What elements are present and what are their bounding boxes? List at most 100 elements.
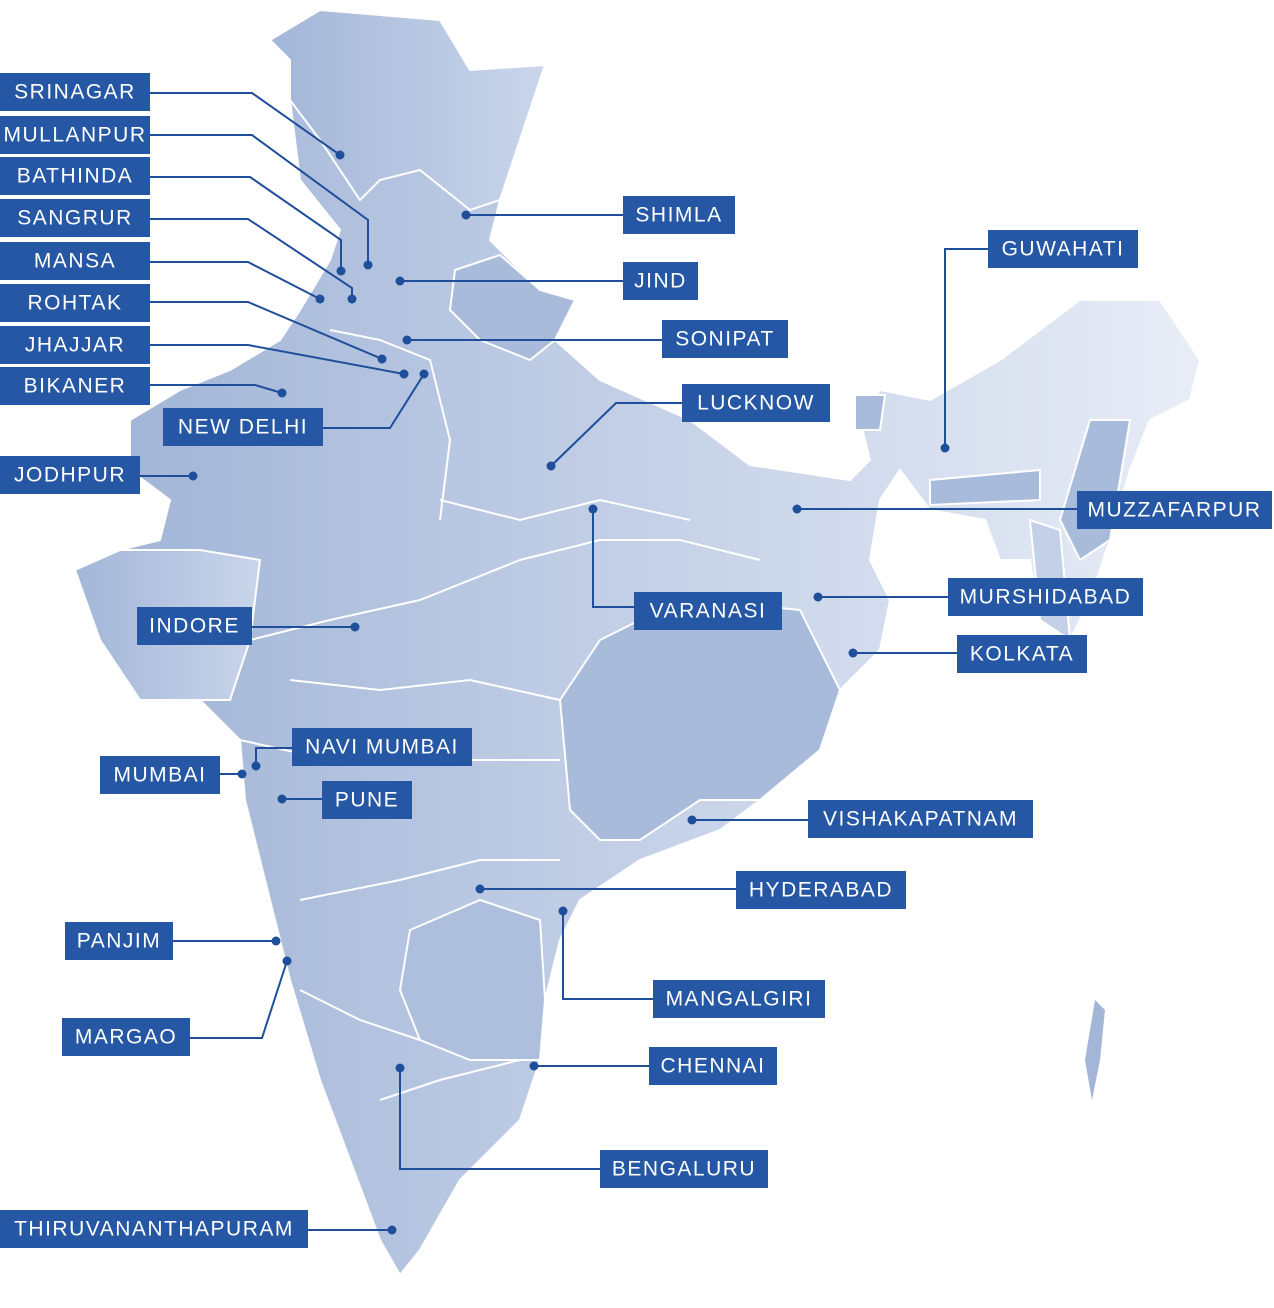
leader-line bbox=[150, 218, 353, 299]
city-label: SHIMLA bbox=[635, 204, 722, 227]
leader-line bbox=[150, 301, 383, 360]
city-dot bbox=[395, 276, 405, 286]
city-marker: BIKANER bbox=[0, 367, 287, 405]
city-label: PUNE bbox=[335, 789, 399, 812]
label-box bbox=[623, 262, 698, 300]
country-shape bbox=[73, 8, 1202, 1277]
city-label: MARGAO bbox=[75, 1026, 177, 1049]
leader-line bbox=[399, 1068, 600, 1170]
label-box bbox=[0, 367, 150, 405]
label-box bbox=[1077, 491, 1272, 529]
city-label: MANGALGIRI bbox=[666, 988, 813, 1011]
city-label: JODHPUR bbox=[14, 464, 126, 487]
city-dot bbox=[282, 956, 292, 966]
city-dot bbox=[687, 815, 697, 825]
city-dot bbox=[251, 761, 261, 771]
city-label: VISHAKAPATNAM bbox=[823, 808, 1018, 831]
city-label: JIND bbox=[634, 270, 687, 293]
label-box bbox=[988, 230, 1138, 268]
leader-line bbox=[562, 911, 653, 1000]
city-marker: BENGALURU bbox=[395, 1063, 768, 1188]
city-dot bbox=[237, 769, 247, 779]
city-label: NEW DELHI bbox=[178, 416, 308, 439]
leader-line bbox=[190, 960, 288, 1039]
city-marker: VARANASI bbox=[588, 504, 782, 630]
label-box bbox=[0, 456, 140, 494]
city-dot bbox=[399, 369, 409, 379]
city-label: MULLANPUR bbox=[3, 124, 146, 147]
city-dot bbox=[813, 592, 823, 602]
city-label: MUZZAFARPUR bbox=[1088, 499, 1262, 522]
city-marker: GUWAHATI bbox=[940, 230, 1138, 453]
city-label: SONIPAT bbox=[675, 328, 775, 351]
city-marker: SONIPAT bbox=[402, 320, 788, 358]
city-dot bbox=[529, 1061, 539, 1071]
city-marker: NAVI MUMBAI bbox=[251, 728, 472, 771]
city-dot bbox=[350, 622, 360, 632]
label-box bbox=[649, 1047, 777, 1085]
city-marker: MANGALGIRI bbox=[558, 906, 825, 1018]
label-box bbox=[808, 800, 1033, 838]
city-label: BENGALURU bbox=[612, 1158, 756, 1181]
city-dot bbox=[336, 266, 346, 276]
label-box bbox=[0, 73, 150, 111]
city-marker: SANGRUR bbox=[0, 199, 357, 304]
label-box bbox=[65, 922, 173, 960]
city-dot bbox=[363, 260, 373, 270]
city-marker: THIRUVANANTHAPURAM bbox=[0, 1210, 397, 1248]
leader-line bbox=[255, 747, 292, 766]
label-box bbox=[0, 116, 150, 154]
city-label: VARANASI bbox=[650, 600, 767, 623]
city-label: LUCKNOW bbox=[697, 392, 815, 415]
city-label: NAVI MUMBAI bbox=[305, 736, 459, 759]
city-marker: CHENNAI bbox=[529, 1047, 777, 1085]
city-marker: JHAJJAR bbox=[0, 326, 409, 379]
leader-line bbox=[150, 384, 283, 394]
city-dot bbox=[792, 504, 802, 514]
leader-line bbox=[550, 402, 682, 467]
city-marker: JIND bbox=[395, 262, 698, 300]
city-marker: VISHAKAPATNAM bbox=[687, 800, 1033, 838]
label-box bbox=[137, 607, 252, 645]
city-marker: SRINAGAR bbox=[0, 73, 345, 160]
label-box bbox=[0, 284, 150, 322]
city-marker: LUCKNOW bbox=[546, 384, 830, 471]
label-box bbox=[634, 592, 782, 630]
leader-line bbox=[150, 134, 369, 265]
city-marker: HYDERABAD bbox=[475, 871, 906, 909]
label-box bbox=[682, 384, 830, 422]
city-dot bbox=[347, 294, 357, 304]
label-box bbox=[0, 157, 150, 195]
city-marker: MUMBAI bbox=[100, 756, 247, 794]
city-dot bbox=[188, 471, 198, 481]
city-label: BATHINDA bbox=[17, 165, 134, 188]
label-box bbox=[600, 1150, 768, 1188]
city-label: SANGRUR bbox=[17, 207, 133, 230]
city-label: INDORE bbox=[149, 615, 240, 638]
city-marker: NEW DELHI bbox=[163, 369, 429, 446]
leader-line bbox=[150, 92, 341, 156]
city-dot bbox=[475, 884, 485, 894]
label-box bbox=[736, 871, 906, 909]
city-dot bbox=[558, 906, 568, 916]
city-marker: SHIMLA bbox=[461, 196, 735, 234]
city-dot bbox=[335, 150, 345, 160]
city-label: CHENNAI bbox=[660, 1055, 765, 1078]
leader-line bbox=[944, 248, 988, 448]
city-dot bbox=[395, 1063, 405, 1073]
city-label: SRINAGAR bbox=[14, 81, 136, 104]
label-box bbox=[292, 728, 472, 766]
city-label: THIRUVANANTHAPURAM bbox=[14, 1218, 294, 1241]
city-marker: MULLANPUR bbox=[0, 116, 373, 270]
city-label: JHAJJAR bbox=[25, 334, 125, 357]
city-dot bbox=[402, 335, 412, 345]
label-box bbox=[623, 196, 735, 234]
leader-line bbox=[150, 176, 342, 271]
label-box bbox=[163, 408, 323, 446]
label-box bbox=[100, 756, 220, 794]
label-box bbox=[0, 1210, 308, 1248]
city-dot bbox=[419, 369, 429, 379]
city-label: BIKANER bbox=[24, 375, 127, 398]
label-box bbox=[957, 635, 1087, 673]
